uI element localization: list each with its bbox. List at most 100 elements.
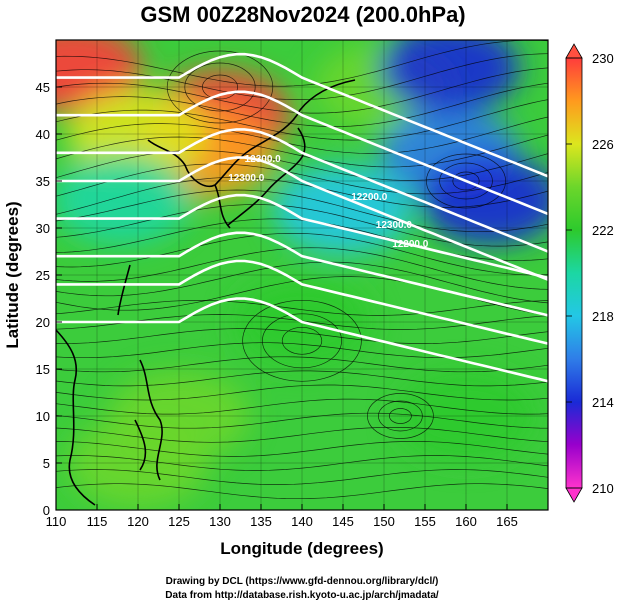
y-tick-label: 15: [36, 362, 50, 377]
streamline: [56, 40, 548, 87]
eddy-streamline: [184, 62, 256, 112]
x-tick-label: 130: [209, 514, 231, 529]
streamline: [56, 455, 548, 471]
streamline: [56, 218, 548, 261]
coastline-japan: [227, 127, 306, 226]
contour-label: 12200.0: [392, 239, 429, 250]
streamline: [56, 150, 548, 181]
x-axis-ticks: 110 115 120 125 130 135 140 145 150 155 160 165: [46, 504, 518, 529]
coastline-indochina: [56, 329, 96, 506]
x-tick-label: 125: [168, 514, 190, 529]
contour-labels: 12300.0 12300.0 12200.0 12300.0 12200.0: [228, 154, 429, 250]
colorbar-tick-label: 210: [592, 481, 614, 496]
eddy-streamline: [242, 299, 362, 382]
colorbar-tick-label: 222: [592, 223, 614, 238]
streamline: [56, 53, 548, 100]
geopotential-contours: [56, 52, 548, 383]
eddy-streamline: [439, 162, 493, 200]
x-axis-label: Longitude (degrees): [220, 539, 383, 558]
streamline: [56, 204, 548, 247]
eddy-streamline: [262, 313, 342, 369]
x-tick-label: 115: [87, 514, 108, 529]
chart-title: GSM 00Z28Nov2024 (200.0hPa): [140, 2, 465, 27]
contour-line: [56, 52, 548, 178]
coastline-continent: [147, 79, 356, 229]
colorbar: 230 226 222 218 214 210: [565, 43, 614, 503]
x-tick-label: 160: [455, 514, 477, 529]
eddy-streamline: [426, 153, 506, 209]
streamline: [56, 469, 548, 485]
streamline: [56, 82, 548, 127]
eddy-streamline: [389, 408, 412, 424]
contour-line: [56, 231, 548, 317]
colorbar-gradient: [566, 58, 582, 488]
x-tick-label: 155: [414, 514, 436, 529]
eddy-streamline: [202, 74, 238, 100]
contour-line: [56, 90, 548, 216]
eddy-streamline: [378, 400, 423, 432]
streamline: [56, 99, 548, 141]
contour-label: 12300.0: [376, 220, 413, 231]
eddy-streamline: [166, 50, 274, 124]
y-tick-label: 45: [36, 80, 50, 95]
y-tick-label: 10: [36, 409, 50, 424]
y-tick-label: 25: [36, 268, 50, 283]
streamline: [56, 189, 548, 233]
colorbar-tick-label: 214: [592, 395, 614, 410]
contour-line: [56, 128, 548, 253]
x-tick-label: 110: [46, 514, 67, 529]
streamline: [56, 67, 548, 114]
contour-line: [56, 193, 548, 280]
streamline: [56, 412, 548, 429]
streamline: [56, 426, 548, 443]
streamline: [56, 342, 548, 359]
y-tick-label: 20: [36, 315, 50, 330]
coastline-taiwan: [117, 264, 131, 316]
x-tick-label: 140: [291, 514, 313, 529]
y-axis-label: Latitude (degrees): [3, 201, 22, 348]
colorbar-min-arrow: [565, 487, 583, 503]
temperature-region: [379, 40, 520, 114]
credit-line-1: Drawing by DCL (https://www.gfd-dennou.o…: [166, 576, 439, 587]
streamline: [56, 232, 548, 276]
streamline: [56, 441, 548, 457]
x-tick-label: 135: [250, 514, 272, 529]
x-tick-label: 165: [496, 514, 518, 529]
temperature-region: [56, 154, 192, 245]
y-tick-label: 35: [36, 174, 50, 189]
x-tick-label: 150: [373, 514, 395, 529]
x-tick-label: 145: [332, 514, 354, 529]
contour-label: 12300.0: [228, 173, 265, 184]
streamline: [56, 483, 548, 500]
eddy-streamline: [367, 393, 434, 439]
coastlines: [56, 79, 356, 506]
colorbar-frame: [565, 57, 583, 489]
colorbar-max-arrow: [565, 43, 583, 59]
streamline: [56, 116, 548, 154]
plot-area: 12300.0 12300.0 12200.0 12300.0 12200.0: [56, 40, 548, 510]
y-tick-label: 30: [36, 221, 50, 236]
streamline: [56, 356, 548, 373]
y-axis-ticks: 0 5 10 15 20 25 30 35 40 45: [36, 80, 62, 518]
credit-line-2: Data from http://database.rish.kyoto-u.a…: [165, 590, 439, 601]
streamline: [56, 134, 548, 168]
y-tick-label: 5: [43, 456, 50, 471]
colorbar-tick-label: 218: [592, 309, 614, 324]
contour-label: 12200.0: [351, 192, 388, 203]
x-tick-label: 120: [127, 514, 149, 529]
y-tick-label: 0: [43, 503, 50, 518]
streamline: [56, 370, 548, 387]
eddy-streamline: [281, 326, 323, 355]
contour-line: [56, 297, 548, 383]
eddy-streamline: [452, 171, 480, 191]
streamline: [56, 328, 548, 344]
contour-line: [56, 259, 548, 345]
colorbar-ticks: 230 226 222 218 214 210: [566, 51, 614, 496]
streamline: [56, 398, 548, 415]
streamline: [56, 300, 548, 316]
contour-label: 12300.0: [245, 154, 282, 165]
colorbar-tick-label: 226: [592, 137, 614, 152]
streamline: [56, 177, 548, 215]
streamline: [56, 384, 548, 401]
